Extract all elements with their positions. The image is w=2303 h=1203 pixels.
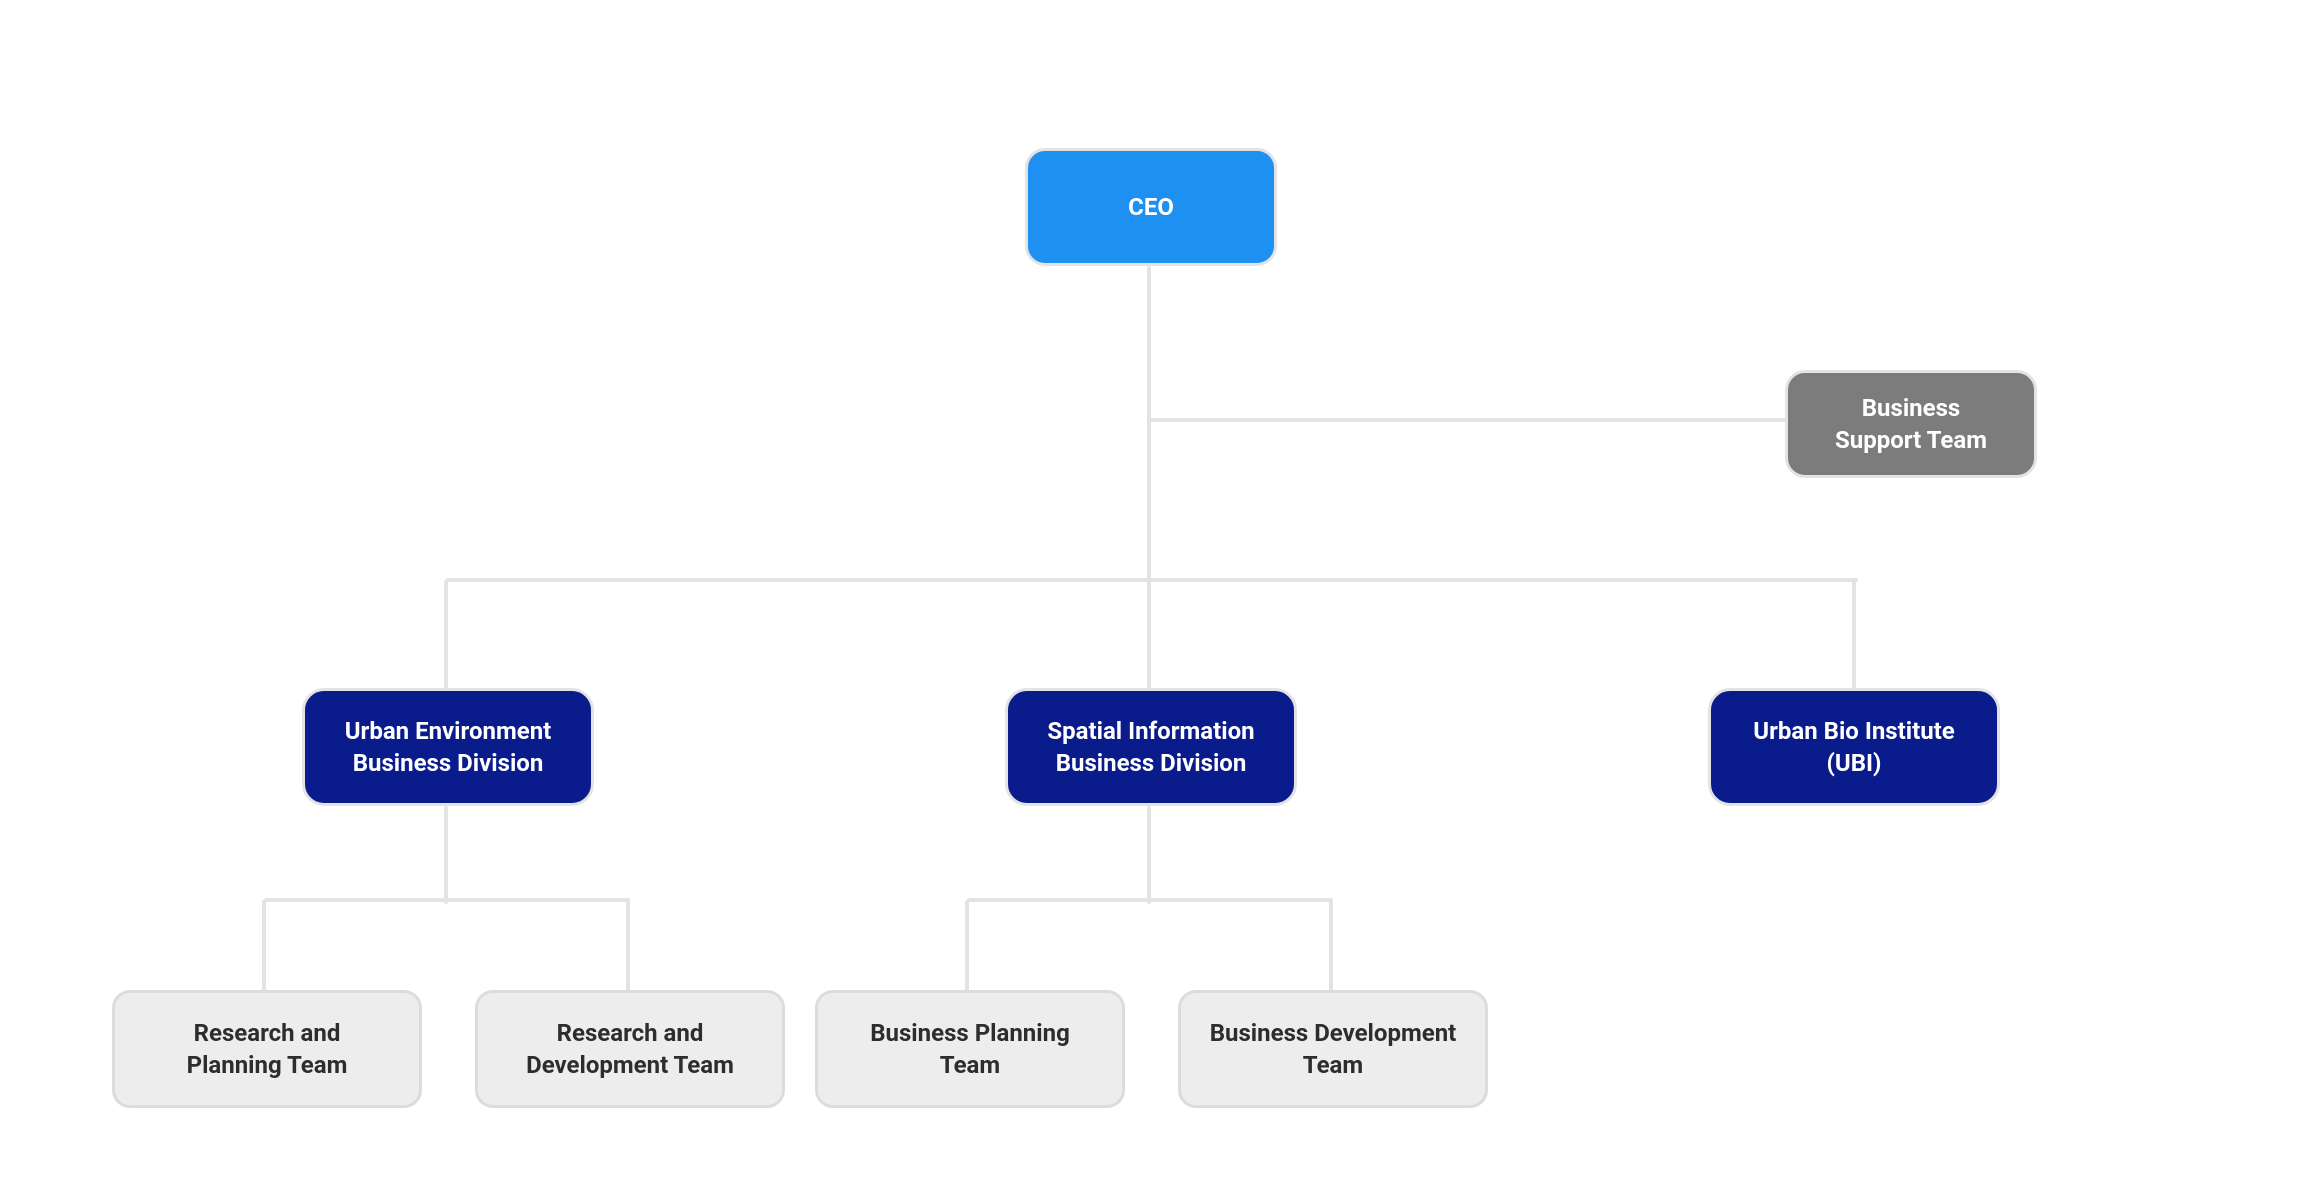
- org-node-label: Research and Planning Team: [187, 1017, 348, 1082]
- org-edge: [264, 898, 630, 902]
- org-edge: [1147, 580, 1151, 692]
- org-edge: [1147, 266, 1151, 582]
- org-node-div3: Urban Bio Institute (UBI): [1708, 688, 2000, 806]
- org-edge: [444, 806, 448, 904]
- org-edge: [965, 900, 969, 994]
- org-node-team4: Business Development Team: [1178, 990, 1488, 1108]
- org-node-team3: Business Planning Team: [815, 990, 1125, 1108]
- org-node-label: Research and Development Team: [526, 1017, 734, 1082]
- org-node-label: Business Development Team: [1210, 1017, 1457, 1082]
- org-edge: [1149, 418, 1789, 422]
- org-edge: [1147, 806, 1151, 904]
- org-node-div1: Urban Environment Business Division: [302, 688, 594, 806]
- org-edge: [444, 580, 448, 692]
- org-node-div2: Spatial Information Business Division: [1005, 688, 1297, 806]
- org-node-label: CEO: [1128, 191, 1174, 223]
- org-edge: [1329, 900, 1333, 994]
- org-node-label: Urban Bio Institute (UBI): [1753, 715, 1954, 780]
- org-node-team1: Research and Planning Team: [112, 990, 422, 1108]
- org-edge: [446, 578, 1858, 582]
- org-node-label: Business Support Team: [1835, 392, 1987, 457]
- org-edge: [626, 900, 630, 994]
- org-node-ceo: CEO: [1025, 148, 1277, 266]
- org-node-support: Business Support Team: [1785, 370, 2037, 478]
- org-edge: [262, 900, 266, 994]
- org-node-label: Spatial Information Business Division: [1047, 715, 1254, 780]
- org-edge: [967, 898, 1333, 902]
- org-edge: [1852, 580, 1856, 692]
- org-node-label: Urban Environment Business Division: [345, 715, 552, 780]
- org-node-label: Business Planning Team: [870, 1017, 1070, 1082]
- org-node-team2: Research and Development Team: [475, 990, 785, 1108]
